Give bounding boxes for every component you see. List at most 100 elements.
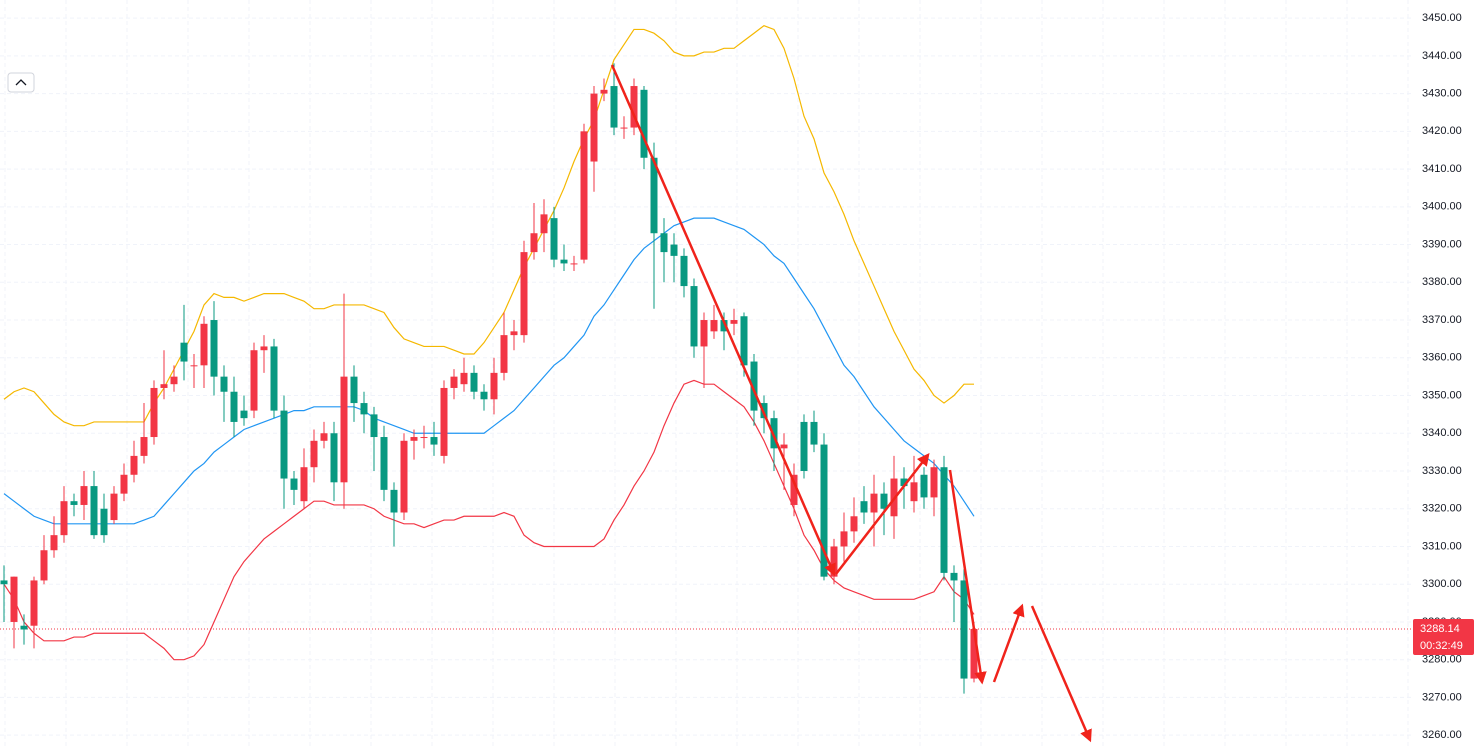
band-line <box>3 379 975 661</box>
candle-body <box>350 376 358 404</box>
candle-body <box>60 501 68 536</box>
candle-body <box>880 493 888 509</box>
candle-body <box>780 444 788 449</box>
candle-body <box>690 286 698 347</box>
button-box[interactable] <box>7 72 35 93</box>
candle-body <box>250 350 258 411</box>
candle-body <box>650 157 658 234</box>
y-tick-label: 3350.00 <box>1422 389 1462 401</box>
candle-body <box>840 531 848 547</box>
candle-body <box>200 323 208 366</box>
candle-body <box>920 474 928 498</box>
candle-body <box>310 440 318 468</box>
last-price-label: 3288.14 <box>1420 623 1460 635</box>
candle-body <box>210 320 218 377</box>
candle-body <box>630 86 638 128</box>
candle-body <box>710 320 718 332</box>
candle-body <box>50 535 58 551</box>
candle-body <box>300 467 308 502</box>
candle-body <box>360 403 368 415</box>
candle-body <box>680 255 688 287</box>
candle-body <box>110 493 118 521</box>
candle-body <box>40 550 48 581</box>
candle-body <box>190 365 198 367</box>
candle-body <box>900 478 908 487</box>
candles <box>0 63 978 694</box>
candle-body <box>930 467 938 498</box>
band-line <box>3 24 974 427</box>
candle-body <box>100 508 108 536</box>
candle-body <box>550 218 558 260</box>
candle-body <box>70 501 78 505</box>
candle-body <box>260 346 268 351</box>
candle-body <box>280 410 288 479</box>
y-tick-label: 3390.00 <box>1422 238 1462 250</box>
candle-body <box>860 501 868 513</box>
y-tick-label: 3420.00 <box>1422 125 1462 137</box>
candle-body <box>700 320 708 347</box>
candle-body <box>10 576 18 622</box>
candle-body <box>460 372 468 385</box>
candle-body <box>750 361 758 411</box>
candle-body <box>590 93 598 162</box>
candle-body <box>330 433 338 483</box>
candle-body <box>510 331 518 336</box>
candle-body <box>120 474 128 494</box>
y-tick-label: 3450.00 <box>1422 12 1462 24</box>
candle-body <box>400 440 408 513</box>
candle-body <box>520 252 528 336</box>
y-tick-label: 3310.00 <box>1422 540 1462 552</box>
candle-body <box>320 433 328 441</box>
candle-body <box>670 244 678 256</box>
y-tick-label: 3320.00 <box>1422 503 1462 515</box>
candle-body <box>940 467 948 573</box>
candle-body <box>800 421 808 471</box>
y-tick-label: 3440.00 <box>1422 50 1462 62</box>
y-tick-label: 3330.00 <box>1422 465 1462 477</box>
candle-body <box>580 131 588 260</box>
candle-body <box>470 372 478 392</box>
candle-body <box>380 437 388 490</box>
grid <box>0 0 1412 748</box>
y-tick-label: 3400.00 <box>1422 201 1462 213</box>
candle-body <box>160 384 168 388</box>
candle-body <box>450 376 458 388</box>
candle-body <box>150 387 158 438</box>
candle-body <box>390 489 398 513</box>
y-tick-label: 3410.00 <box>1422 163 1462 175</box>
candle-body <box>730 320 738 324</box>
candle-body <box>270 346 278 411</box>
y-tick-label: 3370.00 <box>1422 314 1462 326</box>
y-tick-label: 3260.00 <box>1422 729 1462 741</box>
y-tick-label: 3340.00 <box>1422 427 1462 439</box>
y-tick-label: 3300.00 <box>1422 578 1462 590</box>
candle-body <box>740 316 748 366</box>
candle-body <box>770 418 778 449</box>
trend-arrow <box>610 64 836 577</box>
price-axis: 3260.003270.003280.003290.003300.003310.… <box>1412 0 1475 748</box>
candle-body <box>560 259 568 264</box>
candle-body <box>610 86 618 128</box>
candle-body <box>440 387 448 456</box>
candle-body <box>90 486 98 536</box>
candle-body <box>0 580 8 585</box>
candle-body <box>540 214 548 234</box>
candle-body <box>810 421 818 445</box>
candle-body <box>370 414 378 438</box>
candle-body <box>420 437 428 439</box>
candle-body <box>170 376 178 385</box>
candle-body <box>720 320 728 332</box>
candle-body <box>130 455 138 475</box>
candle-body <box>480 391 488 400</box>
candle-body <box>180 342 188 362</box>
trend-arrow <box>1030 605 1092 743</box>
collapse-button[interactable] <box>7 72 35 93</box>
chevron-icon <box>15 79 27 86</box>
candle-body <box>490 372 498 400</box>
candle-body <box>240 410 248 419</box>
candle-body <box>960 580 968 679</box>
candle-body <box>790 474 798 505</box>
candle-body <box>340 376 348 483</box>
candle-body <box>950 572 958 581</box>
